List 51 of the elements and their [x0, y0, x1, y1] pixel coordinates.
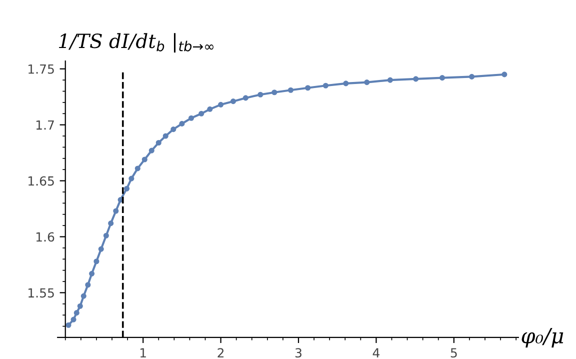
point — [124, 186, 130, 192]
point — [103, 232, 109, 238]
point — [179, 120, 185, 126]
point — [77, 303, 83, 309]
point — [322, 82, 328, 88]
point — [387, 77, 393, 83]
y-tick-label: 1.7 — [36, 120, 54, 130]
point — [148, 148, 154, 154]
point — [343, 80, 349, 86]
point — [98, 246, 104, 252]
point — [218, 102, 224, 108]
x-tick-label: 2 — [218, 348, 224, 358]
point — [198, 110, 204, 116]
point — [85, 282, 91, 288]
point — [413, 76, 419, 82]
point — [70, 316, 76, 322]
point — [258, 92, 264, 98]
x-tick-label: 3 — [295, 348, 302, 358]
y-tick-label: 1.75 — [28, 64, 54, 74]
point — [128, 176, 134, 182]
point — [439, 75, 446, 81]
point — [142, 156, 148, 162]
x-tick-label: 1 — [140, 348, 146, 358]
point — [364, 80, 370, 86]
y-tick-label: 1.65 — [28, 176, 54, 186]
point — [188, 115, 194, 121]
point — [113, 208, 119, 214]
point — [74, 310, 80, 316]
x-tick-label: 4 — [372, 348, 380, 358]
point — [162, 133, 168, 139]
y-tick-label: 1.55 — [28, 288, 54, 298]
point — [170, 126, 176, 132]
point — [94, 258, 100, 264]
point — [134, 166, 140, 172]
x-axis-title: φ₀/μ — [522, 328, 564, 348]
point — [230, 98, 236, 104]
point — [156, 140, 162, 146]
y-axis-title: 1/TS dI/dt$_{b}$ |$_{tb→∞}$ — [58, 33, 214, 53]
point — [305, 85, 311, 91]
point — [66, 322, 72, 328]
y-tick-label: 1.6 — [36, 232, 54, 242]
point — [89, 270, 95, 276]
point — [469, 74, 475, 80]
point — [502, 72, 508, 78]
point — [108, 220, 114, 226]
point — [207, 106, 213, 112]
point — [80, 293, 86, 299]
point — [272, 90, 278, 96]
point — [288, 87, 294, 93]
x-tick-label: 5 — [450, 348, 457, 358]
point — [242, 95, 248, 101]
